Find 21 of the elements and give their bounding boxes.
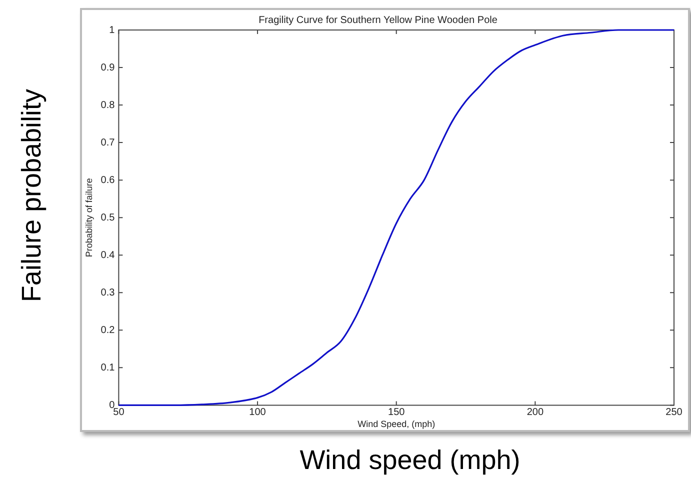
y-tick-label: 0.3 bbox=[100, 287, 116, 298]
y-tick-label: 0.7 bbox=[100, 137, 116, 148]
x-tick-label: 200 bbox=[526, 406, 544, 418]
y-tick-label: 0.6 bbox=[100, 174, 116, 186]
chart-title: Fragility Curve for Southern Yellow Pine Wooden Pole bbox=[258, 14, 498, 26]
x-axis-title: Wind Speed, (mph) bbox=[358, 419, 436, 430]
x-tick-label: 250 bbox=[666, 406, 683, 418]
y-tick-label: 0.8 bbox=[100, 100, 116, 111]
y-tick-label: 0.4 bbox=[100, 250, 116, 261]
text: Failure probability bbox=[16, 88, 48, 304]
x-tick-label: 150 bbox=[388, 406, 406, 418]
x-tick-label: 50 bbox=[113, 406, 125, 418]
x-tick-label: 100 bbox=[249, 406, 266, 418]
y-axis-title: Probability of failure bbox=[84, 178, 94, 258]
y-tick-label: 0.5 bbox=[100, 212, 116, 224]
y-tick-label: 0.1 bbox=[100, 362, 116, 374]
y-tick-label: 1 bbox=[109, 24, 116, 36]
text: Wind speed (mph) bbox=[298, 445, 522, 476]
y-tick-label: 0.2 bbox=[100, 324, 116, 336]
line-series bbox=[118, 29, 675, 406]
y-tick-label: 0.9 bbox=[100, 62, 116, 74]
